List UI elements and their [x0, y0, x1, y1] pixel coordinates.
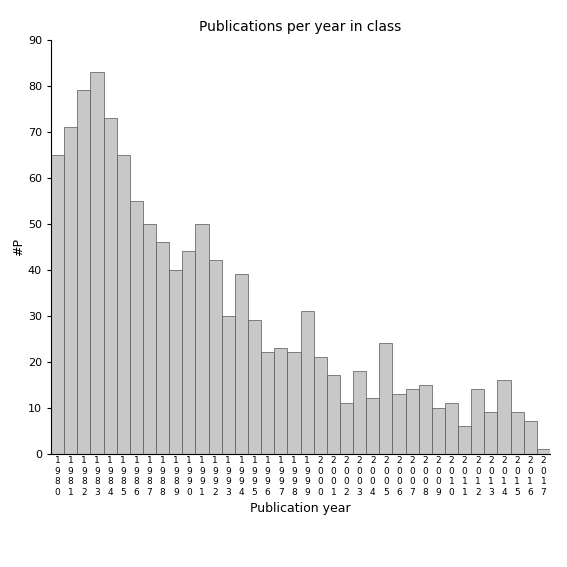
Bar [497, 380, 511, 454]
Bar [274, 348, 287, 454]
Bar [169, 270, 183, 454]
Bar [405, 389, 418, 454]
Bar [130, 201, 143, 454]
Bar [287, 353, 301, 454]
Bar [90, 72, 104, 454]
Bar [235, 274, 248, 454]
Bar [314, 357, 327, 454]
Bar [471, 389, 484, 454]
Bar [537, 449, 550, 454]
Bar [392, 394, 405, 454]
Bar [222, 316, 235, 454]
Bar [366, 399, 379, 454]
Bar [183, 251, 196, 454]
Title: Publications per year in class: Publications per year in class [200, 20, 401, 35]
Bar [51, 155, 64, 454]
Bar [458, 426, 471, 454]
Y-axis label: #P: #P [12, 238, 25, 256]
Bar [248, 320, 261, 454]
Bar [143, 223, 156, 454]
Bar [261, 353, 274, 454]
Bar [156, 242, 169, 454]
Bar [379, 343, 392, 454]
Bar [301, 311, 314, 454]
X-axis label: Publication year: Publication year [250, 502, 351, 515]
Bar [104, 118, 117, 454]
Bar [77, 90, 90, 454]
Bar [340, 403, 353, 454]
Bar [209, 260, 222, 454]
Bar [418, 384, 432, 454]
Bar [327, 375, 340, 454]
Bar [117, 155, 130, 454]
Bar [524, 421, 537, 454]
Bar [484, 412, 497, 454]
Bar [64, 127, 77, 454]
Bar [353, 371, 366, 454]
Bar [445, 403, 458, 454]
Bar [511, 412, 524, 454]
Bar [196, 223, 209, 454]
Bar [432, 408, 445, 454]
